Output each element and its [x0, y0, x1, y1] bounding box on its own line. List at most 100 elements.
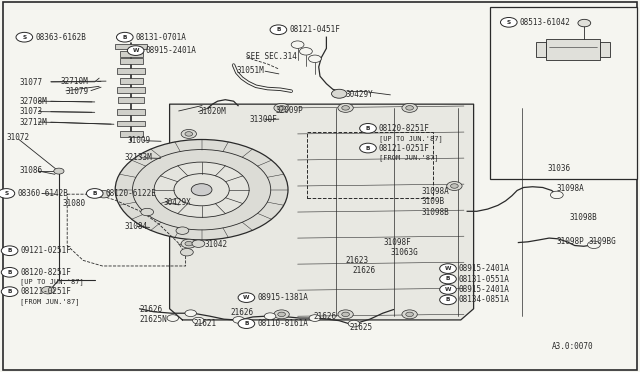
Text: 31098A: 31098A [421, 187, 449, 196]
Circle shape [440, 275, 453, 283]
Text: 3109BG: 3109BG [589, 237, 616, 246]
Bar [120, 131, 143, 137]
Text: B: B [93, 191, 97, 196]
Text: 21626: 21626 [314, 312, 337, 321]
Circle shape [440, 274, 456, 284]
Circle shape [127, 46, 144, 55]
Text: B: B [8, 270, 12, 275]
Text: 31072: 31072 [6, 133, 29, 142]
Text: 31098A: 31098A [557, 184, 584, 193]
Text: 32712M: 32712M [19, 118, 47, 126]
Bar [117, 121, 145, 126]
Text: 08915-2401A: 08915-2401A [459, 285, 509, 294]
Circle shape [440, 295, 456, 305]
Bar [115, 44, 147, 49]
Circle shape [0, 189, 15, 198]
Text: W: W [132, 48, 139, 53]
Text: 08513-61042: 08513-61042 [520, 18, 570, 27]
Circle shape [174, 174, 229, 206]
Circle shape [338, 103, 353, 112]
Bar [545, 39, 600, 60]
Circle shape [167, 315, 179, 321]
Circle shape [116, 32, 133, 42]
Circle shape [154, 162, 249, 217]
Circle shape [192, 240, 205, 247]
Text: [UP TO JUN.'87]: [UP TO JUN.'87] [20, 279, 84, 285]
Bar [536, 42, 545, 57]
Text: 08915-2401A: 08915-2401A [146, 46, 196, 55]
Text: 31073: 31073 [19, 107, 42, 116]
Text: 32708M: 32708M [19, 97, 47, 106]
Circle shape [406, 312, 413, 317]
Text: 31020M: 31020M [198, 107, 226, 116]
Text: 08131-0701A: 08131-0701A [136, 33, 186, 42]
Text: B: B [123, 35, 127, 40]
Text: 31009: 31009 [128, 136, 151, 145]
Circle shape [274, 310, 289, 319]
Text: 31098B: 31098B [570, 213, 597, 222]
Circle shape [440, 285, 456, 294]
Circle shape [54, 168, 64, 174]
Text: 08120-6122E: 08120-6122E [106, 189, 156, 198]
Text: 31063G: 31063G [390, 248, 418, 257]
Text: W: W [243, 295, 250, 300]
Text: [FROM JUN.'87]: [FROM JUN.'87] [379, 154, 438, 161]
Circle shape [193, 317, 204, 324]
Text: 31051M: 31051M [237, 66, 264, 75]
Text: 31084: 31084 [125, 222, 148, 231]
Text: 08915-2401A: 08915-2401A [459, 264, 509, 273]
Circle shape [332, 89, 347, 98]
Circle shape [1, 246, 18, 256]
Text: 31300F: 31300F [250, 115, 277, 124]
Text: B: B [446, 276, 450, 282]
Circle shape [278, 106, 285, 110]
Text: B: B [8, 248, 12, 253]
Circle shape [181, 239, 196, 248]
Text: 21626: 21626 [352, 266, 375, 275]
Circle shape [176, 227, 189, 234]
Text: [UP TO JUN.'87]: [UP TO JUN.'87] [379, 135, 443, 142]
Circle shape [440, 265, 453, 272]
Circle shape [291, 41, 304, 48]
Text: 08120-8251F: 08120-8251F [379, 124, 429, 133]
Circle shape [274, 103, 289, 112]
Text: 30429Y: 30429Y [346, 90, 373, 99]
Text: B: B [446, 297, 450, 302]
Text: 31079: 31079 [66, 87, 89, 96]
Bar [600, 42, 610, 57]
Text: S: S [22, 35, 26, 40]
Circle shape [97, 190, 110, 198]
Text: 08121-0451F: 08121-0451F [289, 25, 340, 34]
Circle shape [191, 184, 212, 196]
Text: S: S [4, 191, 8, 196]
Text: 21625N: 21625N [140, 315, 167, 324]
Text: 08915-1381A: 08915-1381A [257, 293, 308, 302]
Circle shape [342, 312, 349, 317]
Bar [490, 7, 637, 179]
Circle shape [1, 267, 18, 277]
Circle shape [406, 106, 413, 110]
Bar [117, 87, 145, 93]
Text: 31080: 31080 [63, 199, 86, 208]
Circle shape [141, 208, 154, 216]
Text: B: B [8, 289, 12, 294]
Text: 32710M: 32710M [61, 77, 88, 86]
Text: 21626: 21626 [140, 305, 163, 314]
Circle shape [451, 184, 458, 188]
Text: 32133M: 32133M [125, 153, 152, 162]
Text: 21621: 21621 [193, 319, 216, 328]
Text: S: S [507, 20, 511, 25]
Text: 08134-0851A: 08134-0851A [459, 295, 509, 304]
Circle shape [185, 241, 193, 246]
Text: 21625: 21625 [349, 323, 372, 332]
Text: B: B [244, 321, 248, 326]
Circle shape [238, 319, 255, 328]
Text: 3109B: 3109B [421, 197, 444, 206]
Circle shape [402, 103, 417, 112]
Circle shape [342, 106, 349, 110]
Circle shape [185, 310, 196, 317]
Text: 31042: 31042 [205, 240, 228, 249]
Circle shape [578, 19, 591, 27]
Circle shape [440, 296, 453, 304]
Circle shape [1, 287, 18, 296]
